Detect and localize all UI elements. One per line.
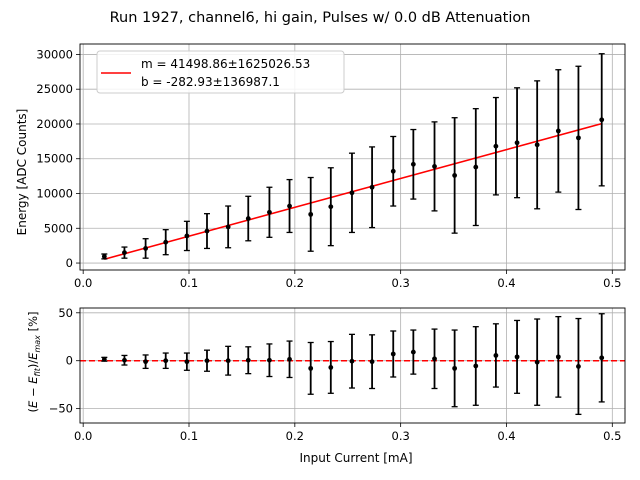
energy-data-point [514,140,520,146]
residual-data-point [308,365,314,371]
residual-data-point [576,364,581,369]
energy-data-point [473,164,479,170]
residual-x-tick-label: 0.4 [497,429,515,443]
residual-data-point [369,359,375,365]
energy-data-point [267,209,272,215]
figure-title: Run 1927, channel6, hi gain, Pulses w/ 0… [110,10,531,26]
residual-x-tick-label: 0.1 [180,429,198,443]
energy-data-point [143,246,149,251]
residual-x-ticks: 0.0 0.1 0.2 0.3 0.4 0.5 [74,423,621,443]
energy-data-point [163,239,169,245]
residual-data-point [287,356,292,362]
energy-points [101,53,605,260]
residual-x-tick-label: 0.3 [392,429,410,443]
residual-data-point [267,357,272,363]
energy-y-ticks: 0 5000 10000 15000 20000 25000 30000 [36,47,80,270]
energy-data-point [576,135,581,141]
energy-y-tick-label: 10000 [36,187,73,201]
energy-data-point [390,168,396,174]
residual-data-point [452,365,458,371]
energy-x-tick-label: 0.3 [392,276,410,290]
residual-data-point [390,351,396,357]
residual-data-point [534,359,540,365]
energy-panel: 0.0 0.1 0.2 0.3 0.4 0.5 0 5000 10000 15000 20000 2… [15,43,626,290]
residual-x-tick-label: 0.5 [603,429,621,443]
residual-data-point [599,355,605,361]
residual-y-tick-label: 50 [58,306,73,320]
energy-x-tick-label: 0.5 [603,276,621,290]
energy-y-tick-label: 25000 [36,82,73,96]
energy-data-point [204,228,210,234]
energy-data-point [328,204,334,210]
residual-data-point [245,357,251,363]
residual-y-tick-label: 0 [66,354,73,368]
energy-x-tick-label: 0.4 [497,276,515,290]
residual-panel: 0.0 0.1 0.2 0.3 0.4 0.5 −50 0 50 Input Current … [26,306,626,465]
energy-y-tick-label: 0 [66,256,73,270]
residual-x-tick-label: 0.0 [74,429,92,443]
residual-data-point [432,356,437,362]
energy-data-point [122,250,127,256]
residual-data-point [184,359,190,365]
residual-x-tick-label: 0.2 [286,429,304,443]
energy-x-tick-label: 0.1 [180,276,198,290]
energy-y-axis-label: Energy [ADC Counts] [15,109,29,236]
legend: m = 41498.86±1625026.53 b = -282.93±1369… [96,50,345,94]
energy-data-point [432,163,437,169]
residual-data-point [225,358,231,364]
energy-data-point [493,143,499,149]
legend-box [96,50,345,94]
residual-y-ticks: −50 0 50 [49,306,80,416]
residual-data-point [204,358,210,364]
energy-y-tick-label: 20000 [36,117,73,131]
residual-data-point [163,358,169,364]
energy-axes-frame [79,43,626,271]
residual-data-point [122,357,127,363]
energy-data-point [410,161,416,167]
residual-data-point [328,365,334,370]
legend-intercept-label: b = -282.93±136987.1 [141,75,280,89]
energy-data-point [599,117,605,123]
energy-y-tick-label: 30000 [36,47,73,61]
energy-data-point [287,203,292,209]
energy-data-point [452,173,458,178]
residual-data-point [349,358,355,364]
residual-x-axis-label: Input Current [mA] [299,451,412,465]
residual-data-point [410,349,416,355]
energy-data-point [369,184,375,190]
energy-x-tick-label: 0.0 [74,276,92,290]
energy-data-point [184,233,190,239]
energy-y-tick-label: 5000 [44,221,73,235]
residual-y-axis-label: (E − Efit)/Emax [%] [26,312,42,413]
energy-data-point [534,142,540,148]
energy-data-point [225,224,231,230]
residual-axes-frame [79,307,626,424]
residual-data-point [493,353,499,358]
residual-y-tick-label: −50 [49,402,73,416]
residual-data-point [143,359,149,365]
residual-points [101,313,605,416]
residual-data-point [514,354,520,360]
energy-data-point [245,216,251,221]
residual-data-point [473,363,479,369]
energy-y-tick-label: 15000 [36,152,73,166]
energy-x-tick-label: 0.2 [286,276,304,290]
energy-data-point [555,128,561,134]
energy-x-ticks: 0.0 0.1 0.2 0.3 0.4 0.5 [74,270,621,290]
energy-data-point [101,254,107,259]
energy-data-point [349,190,355,196]
residual-data-point [101,356,107,362]
residual-data-point [555,354,561,360]
legend-slope-label: m = 41498.86±1625026.53 [141,57,310,71]
energy-data-point [308,211,314,217]
